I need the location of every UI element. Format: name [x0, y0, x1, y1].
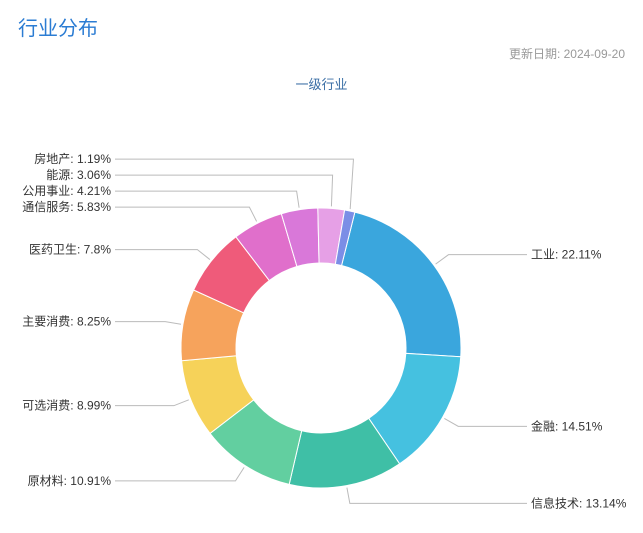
slice-label-医药卫生: 医药卫生: 7.8%: [29, 243, 111, 257]
leader-line: [115, 159, 353, 209]
slice-label-主要消费: 主要消费: 8.25%: [22, 315, 111, 329]
leader-line: [444, 418, 527, 426]
leader-line: [115, 250, 210, 260]
leader-line: [115, 191, 299, 208]
chart-subtitle: 一级行业: [0, 74, 643, 93]
leader-line: [347, 488, 527, 504]
leader-line: [115, 322, 181, 325]
leader-line: [436, 255, 527, 264]
slice-label-工业: 工业: 22.11%: [531, 248, 602, 262]
donut-chart: 工业: 22.11% 金融: 14.51% 信息技术: 13.14% 原材料: 10.…: [0, 93, 643, 533]
slice-label-金融: 金融: 14.51%: [531, 418, 603, 433]
leader-line: [115, 207, 257, 221]
slice-label-通信服务: 通信服务: 5.83%: [22, 199, 111, 214]
donut-svg: 工业: 22.11% 金融: 14.51% 信息技术: 13.14% 原材料: 10.…: [0, 93, 643, 533]
page-title: 行业分布: [18, 12, 625, 41]
slice-label-信息技术: 信息技术: 13.14%: [531, 495, 627, 510]
slice-label-房地产: 房地产: 1.19%: [34, 151, 111, 166]
slice-label-可选消费: 可选消费: 8.99%: [22, 399, 111, 413]
leader-line: [115, 467, 244, 480]
slice-label-公用事业: 公用事业: 4.21%: [22, 184, 111, 198]
leader-line: [115, 400, 189, 406]
update-date: 更新日期: 2024-09-20: [0, 41, 643, 62]
slice-label-原材料: 原材料: 10.91%: [28, 474, 112, 488]
slice-工业[interactable]: [342, 212, 461, 357]
slice-label-能源: 能源: 3.06%: [46, 168, 111, 182]
